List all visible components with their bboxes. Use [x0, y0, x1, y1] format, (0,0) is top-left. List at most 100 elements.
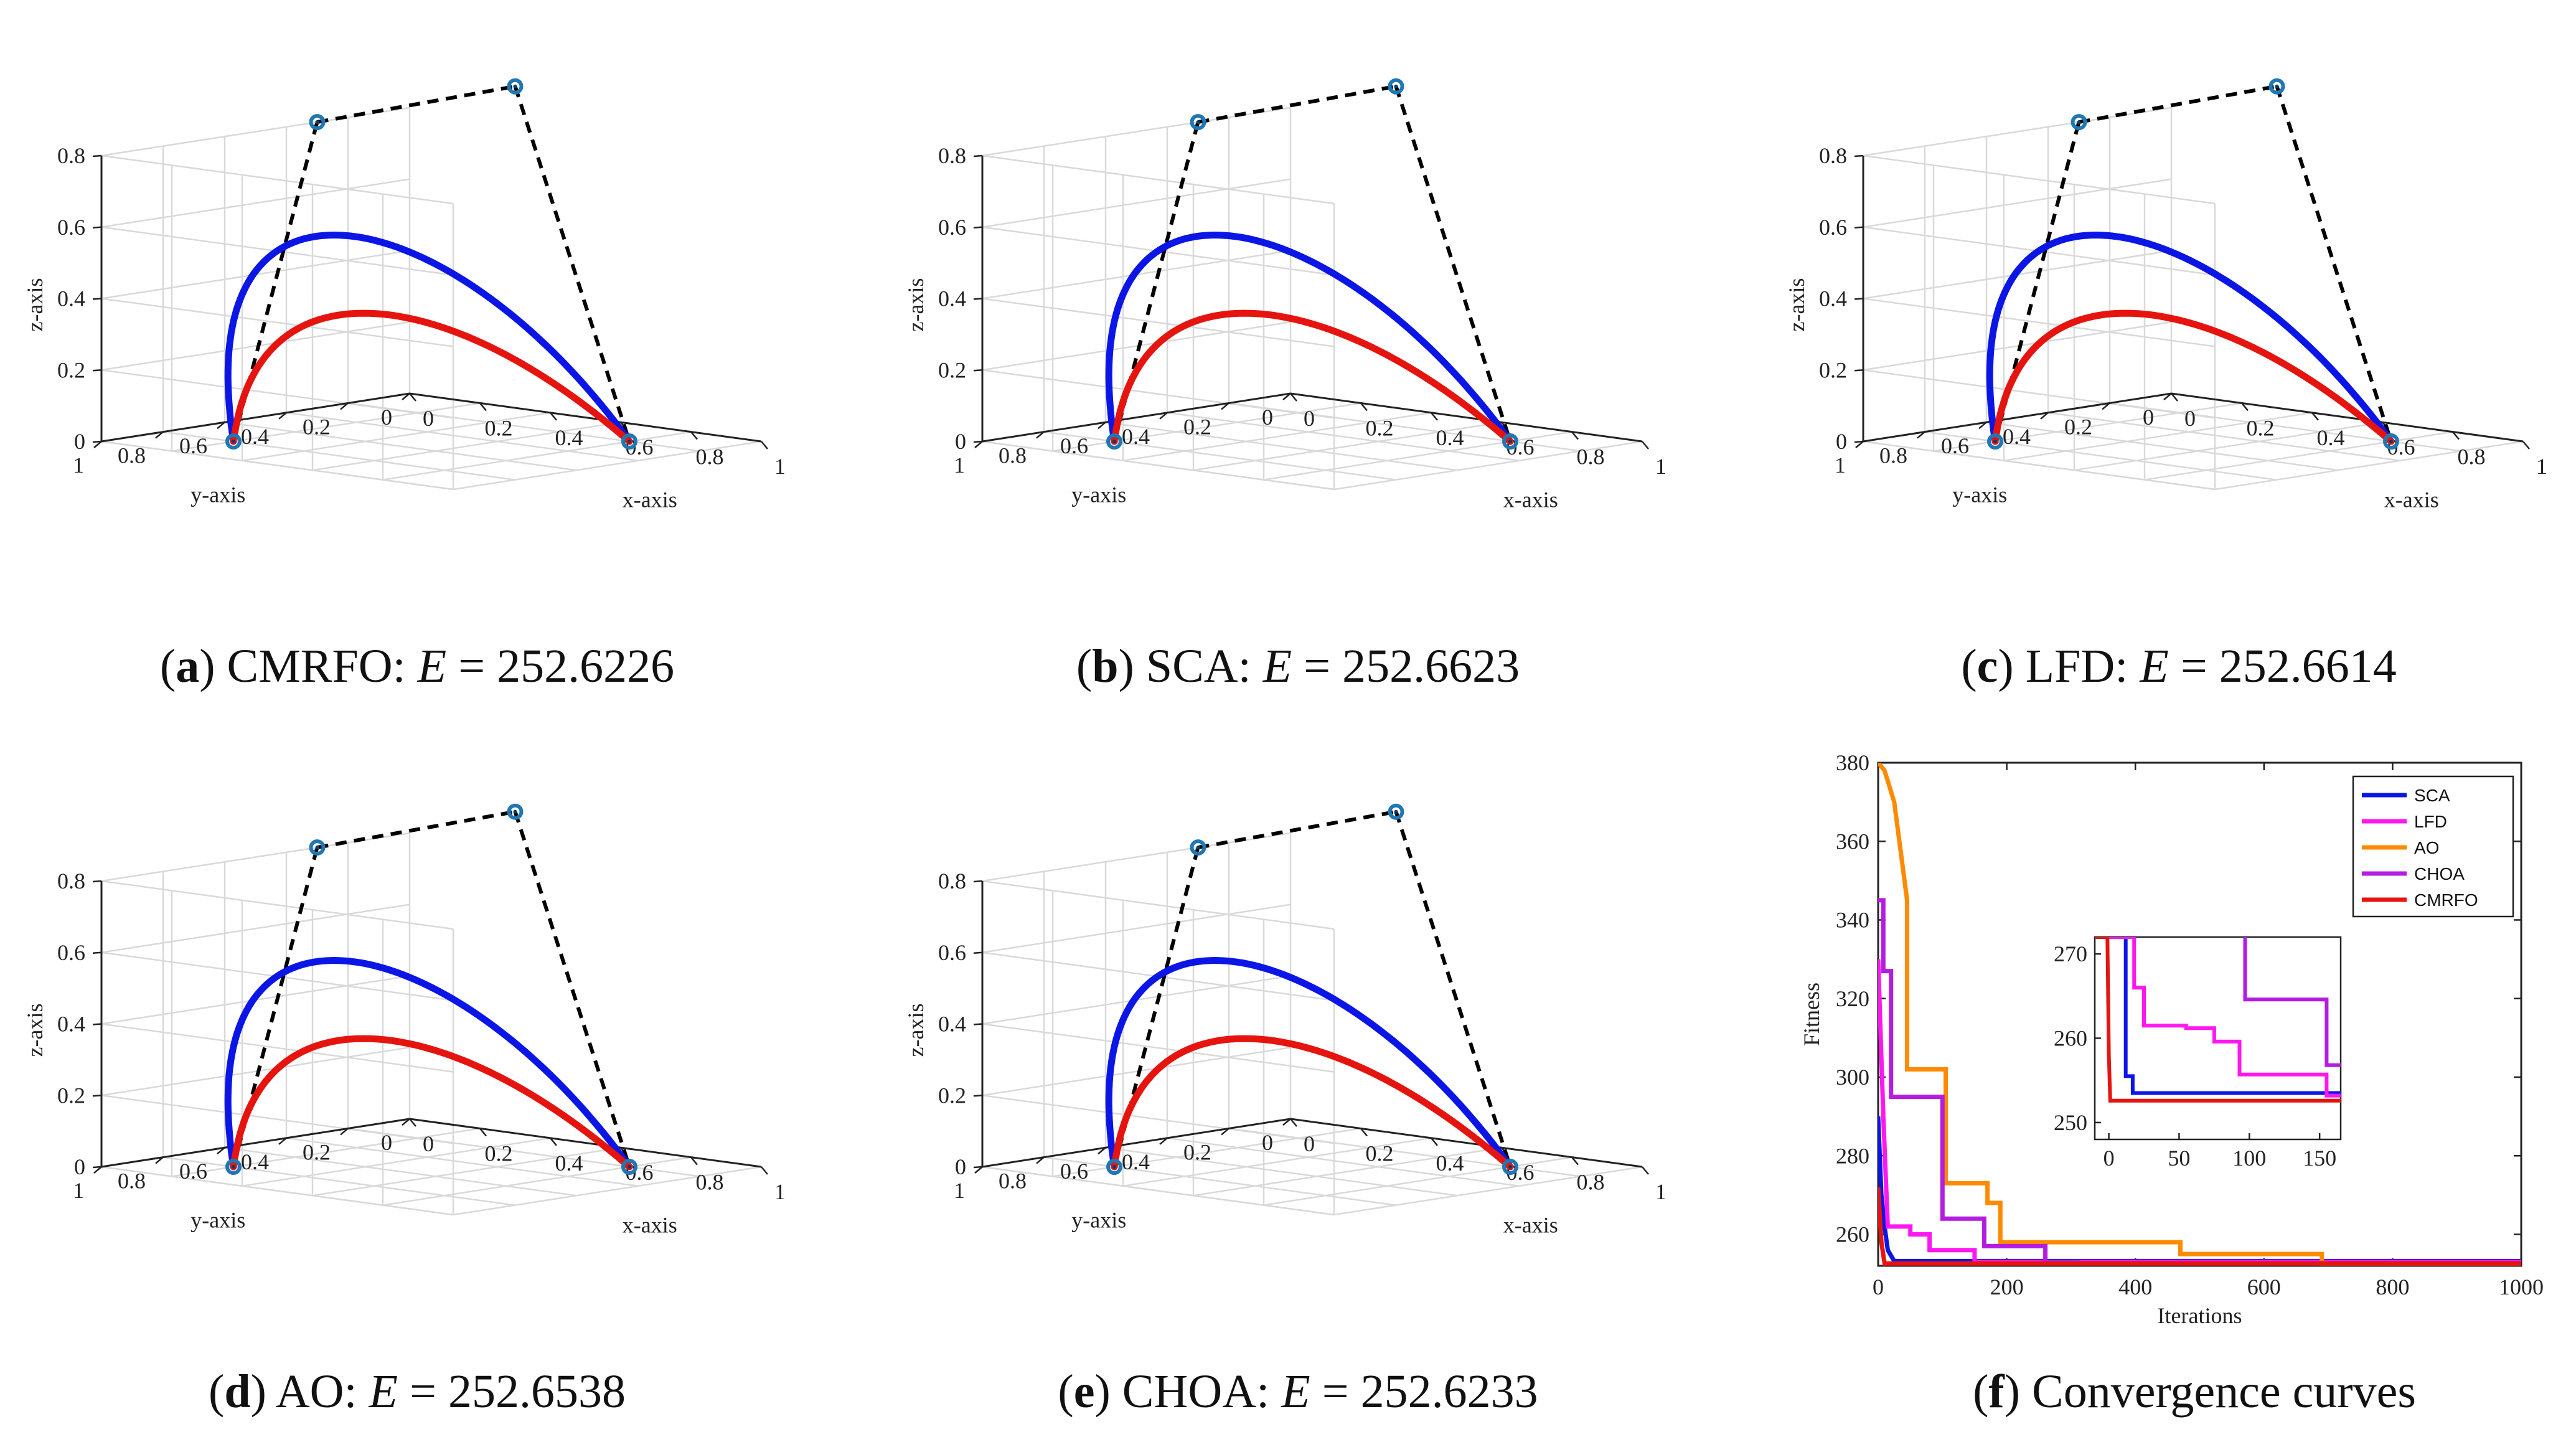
- x-tick-label: 0: [1304, 406, 1315, 431]
- control-line: [513, 811, 631, 1167]
- y-tick-mark: [2040, 412, 2049, 420]
- y-tick-label: 0.6: [1060, 1159, 1088, 1184]
- grid-line: [1863, 321, 2172, 371]
- x-tick-label: 800: [2376, 1275, 2409, 1299]
- grid-line: [1863, 154, 2216, 205]
- trajectory-curve-outer: [1105, 231, 1514, 445]
- z-tick-label: 0.4: [57, 286, 85, 311]
- caption-letter: f: [1988, 1365, 2005, 1418]
- z-tick-label: 0.6: [1819, 215, 1847, 240]
- y-tick-label: 1: [954, 1178, 965, 1203]
- grid-line: [982, 154, 1335, 205]
- y-tick-label: 320: [1836, 986, 1869, 1011]
- control-point-marker: [621, 433, 637, 450]
- grid-line: [982, 178, 1291, 228]
- y-tick-mark: [2102, 402, 2110, 410]
- control-point-dot: [1508, 440, 1512, 443]
- control-point-dot: [1196, 846, 1200, 850]
- grid-line: [453, 440, 762, 491]
- y-tick-label: 1: [73, 453, 84, 478]
- grid-line: [101, 903, 410, 953]
- grid-line: [171, 1128, 481, 1177]
- grid-line: [1263, 431, 1572, 481]
- control-point-dot: [232, 440, 235, 443]
- grid-line: [982, 440, 1335, 491]
- grid-line: [162, 1156, 515, 1206]
- x-axis-line: [1290, 1118, 1643, 1168]
- z-tick-label: 0.2: [1819, 357, 1847, 382]
- z-tick-label: 0.2: [57, 1083, 85, 1108]
- y-axis-label: y-axis: [1071, 483, 1126, 507]
- y-tick-label: 0: [381, 1130, 392, 1155]
- caption-letter: a: [176, 640, 199, 692]
- x-tick-label: 0.2: [485, 415, 513, 440]
- caption-b: (b) SCA: E = 252.6623: [1076, 640, 1520, 692]
- x-axis-label: x-axis: [623, 1212, 677, 1237]
- y-tick-mark: [1036, 1156, 1045, 1164]
- y-tick-label: 340: [1836, 908, 1869, 933]
- y-tick-mark: [1282, 393, 1291, 400]
- x-axis-label: x-axis: [2384, 487, 2439, 512]
- caption-paren: (: [1076, 640, 1092, 692]
- trajectory-panel-d: 0 0.2 0.4 0.6 0.8 100.20.40.60.8100.20.40.60.…: [22, 803, 786, 1237]
- y-axis-line: [982, 1118, 1291, 1168]
- grid-line: [382, 431, 692, 481]
- y-tick-mark: [278, 1137, 287, 1145]
- control-point-dot: [1394, 809, 1398, 814]
- caption-paren: (: [209, 1365, 224, 1418]
- caption-equals: =: [2169, 640, 2219, 692]
- inset-x-tick-label: 0: [2104, 1146, 2115, 1171]
- inset-y-tick-label: 270: [2054, 941, 2087, 966]
- x-tick-mark: [1571, 431, 1579, 440]
- control-line: [1394, 85, 1512, 442]
- inset-series-line-lfd: [2095, 937, 2341, 1098]
- x-tick-mark: [761, 441, 768, 450]
- x-tick-mark: [479, 402, 487, 412]
- caption-paren: ): [199, 640, 227, 692]
- x-tick-label: 0.8: [1577, 445, 1605, 469]
- y-tick-label: 0.8: [118, 443, 146, 468]
- z-tick-mark: [92, 1023, 102, 1025]
- x-tick-mark: [1290, 1118, 1297, 1127]
- y-tick-label: 0.6: [1060, 433, 1088, 458]
- z-tick-mark: [973, 1095, 983, 1097]
- control-point-marker: [1987, 433, 2003, 450]
- x-tick-mark: [409, 393, 416, 402]
- control-point-dot: [2077, 120, 2081, 125]
- x-tick-label: 0.8: [2458, 445, 2486, 469]
- x-tick-label: 0: [2184, 406, 2196, 431]
- grid-line: [312, 1146, 621, 1197]
- grid-line: [2047, 412, 2400, 462]
- y-tick-mark: [217, 1147, 225, 1155]
- control-point-dot: [1196, 120, 1200, 125]
- grid-line: [1052, 402, 1361, 452]
- y-tick-mark: [1855, 441, 1864, 448]
- y-tick-mark: [1221, 1128, 1229, 1136]
- inset-series-line-cmrfo: [2095, 937, 2341, 1103]
- x-tick-mark: [1571, 1156, 1579, 1166]
- x-tick-label: 600: [2247, 1275, 2281, 1299]
- grid-line: [1052, 1128, 1361, 1177]
- control-point-dot: [628, 440, 631, 443]
- z-tick-label: 0.6: [938, 215, 966, 240]
- control-point-marker: [225, 1159, 242, 1175]
- x-tick-label: 1: [2536, 454, 2547, 479]
- caption-energy-value: 252.6233: [1361, 1365, 1538, 1418]
- y-axis-label: y-axis: [1952, 483, 2007, 507]
- control-line: [1197, 809, 1397, 850]
- y-tick-label: 0.8: [1879, 443, 1907, 468]
- grid-line: [1333, 440, 1643, 491]
- grid-line: [242, 412, 551, 462]
- y-tick-mark: [1159, 1137, 1168, 1145]
- trajectory-panel-b: 0 0.2 0.4 0.6 0.8 100.20.40.60.8100.20.40.60.…: [903, 78, 1666, 512]
- x-tick-mark: [1642, 1166, 1649, 1175]
- inset-y-tick-label: 260: [2054, 1026, 2087, 1051]
- captions-layer: (a) CMRFO: E = 252.6226 (b) SCA: E = 252.…: [160, 640, 2416, 1418]
- grid-line: [1863, 298, 2216, 347]
- x-axis-line: [1290, 392, 1643, 443]
- grid-line: [1863, 440, 2216, 491]
- caption-method: SCA: [1146, 640, 1238, 692]
- trajectory-curve-outer: [224, 956, 633, 1171]
- z-tick-mark: [92, 880, 102, 883]
